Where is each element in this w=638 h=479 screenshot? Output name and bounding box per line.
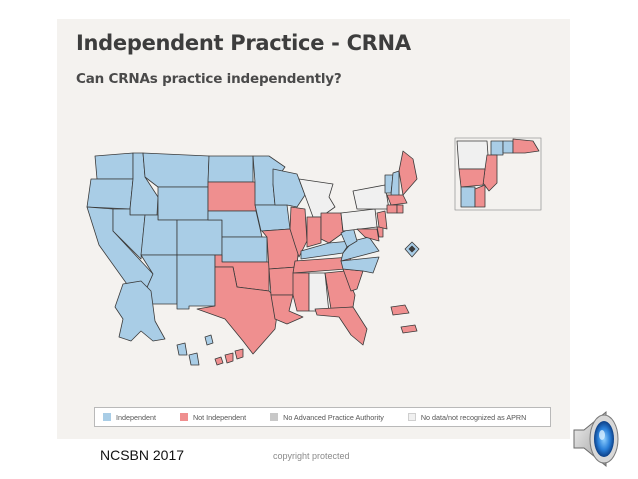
state-nm [176,254,216,310]
map-subtitle: Can CRNAs practice independently? [76,71,342,87]
us-map [86,137,542,366]
legend-label-not-independent: Not Independent [192,412,247,422]
state-sd [207,181,257,212]
state-fl [314,306,368,346]
legend-item-no-authority: No Advanced Practice Authority [270,413,384,422]
state-ut [140,214,178,256]
state-md [356,228,380,242]
legend-item-independent: Independent [103,413,156,422]
inset-ny [456,140,490,170]
territory-pr [390,304,410,316]
state-wy [157,186,209,221]
legend-item-no-data: No data/not recognized as APRN [407,412,527,422]
state-wa [94,152,134,180]
state-wi [272,168,306,208]
source-label: NCSBN 2017 [100,447,185,463]
legend-label-no-data: No data/not recognized as APRN [420,412,527,422]
legend: Independent Not Independent No Advanced … [94,407,551,427]
state-ny [352,184,390,210]
legend-label-independent: Independent [116,412,156,422]
legend-swatch-no-authority [270,413,279,421]
map-title: Independent Practice - CRNA [76,31,411,55]
state-nc [340,256,380,274]
copyright-label: copyright protected [273,451,350,461]
state-or [86,178,134,210]
inset-pa [458,168,486,188]
state-ak [114,280,166,342]
state-ri [396,204,404,214]
state-in [306,216,322,248]
inset-ma [512,138,540,154]
state-oh [320,212,344,244]
territory-vi [400,324,418,334]
legend-label-no-authority: No Advanced Practice Authority [283,412,384,422]
legend-swatch-not-independent [179,413,188,421]
inset-ri [502,140,514,154]
state-me [398,150,418,196]
state-co [176,219,223,256]
inset-frame [454,137,542,211]
inset-de [460,186,476,208]
state-nj [376,210,388,230]
state-ia [254,204,291,232]
state-ms [292,272,310,312]
state-hi [214,356,224,366]
speaker-icon[interactable] [570,408,626,470]
state-tx [196,266,280,355]
state-mt [142,152,210,188]
map-panel: Independent Practice - CRNA Can CRNAs pr… [57,19,570,439]
state-ct [386,204,398,214]
state-nd [207,155,254,183]
inset-ct [490,140,504,156]
state-ma [386,194,408,206]
legend-item-not-independent: Not Independent [179,412,247,422]
state-pa [340,208,378,232]
inset-md [474,184,486,208]
legend-swatch-no-data [407,413,416,421]
state-il [289,206,308,258]
state-ks [221,236,268,263]
legend-swatch-independent [103,413,111,421]
